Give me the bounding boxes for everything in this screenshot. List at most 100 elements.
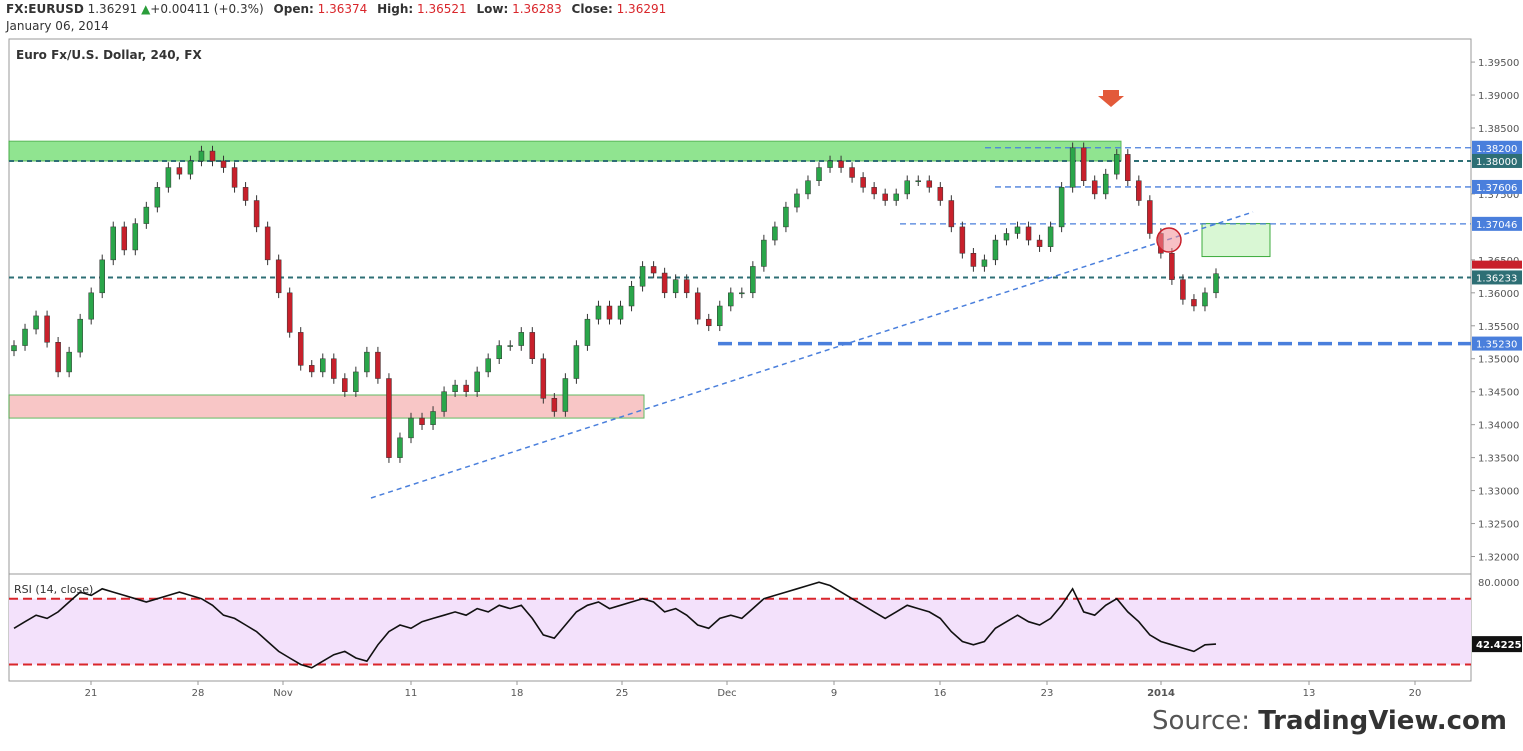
price-level-label: 1.35230 [1476,340,1517,351]
candle-body [231,167,238,188]
candle-body [959,226,966,254]
candle-body [816,167,822,181]
candle-body [606,305,613,320]
down-arrow-icon [1098,90,1124,107]
candle-body [331,358,337,379]
x-tick-label: Nov [273,688,293,699]
trendline [370,211,1254,499]
source-brand[interactable]: TradingView.com [1258,706,1507,736]
candle-body [496,345,502,359]
candle-body [717,305,723,327]
y-tick-label: 1.35500 [1478,322,1519,333]
candle-body [1202,292,1208,307]
candle-body [672,279,679,294]
candle-body [286,292,293,333]
candle-body [44,315,50,343]
candle-body [397,437,403,458]
candle-body [33,315,39,330]
y-tick-label: 1.37500 [1478,190,1519,201]
y-tick-label: 1.39500 [1478,58,1519,69]
candle-body [507,345,513,347]
candle-body [132,223,139,251]
candle-body [617,305,624,320]
low-label: Low: [476,2,509,16]
candle-body [1114,154,1120,175]
x-tick-label: 21 [85,688,98,699]
symbol-header: FX:EURUSD 1.36291 ▲+0.00411 (+0.3%) Open… [6,2,666,16]
chart-title: Euro Fx/U.S. Dollar, 240, FX [16,48,202,62]
candle-body [772,226,778,241]
price-change: +0.00411 (+0.3%) [150,2,264,16]
candle-body [992,239,999,261]
candle-body [893,193,899,201]
candle-body [540,358,547,399]
candle-body [1213,273,1219,294]
candle-body [584,318,591,346]
candle-body [408,417,414,439]
candle-body [529,332,536,359]
candle-body [1014,226,1021,234]
candle-body [761,239,767,267]
candle-body [66,351,72,373]
x-tick-label: 16 [934,688,947,699]
candle-body [937,187,944,201]
candle-body [452,384,458,392]
y-tick-label: 1.38500 [1478,124,1519,135]
candle-body [728,292,734,307]
candle-body [871,187,877,195]
x-tick-label: Dec [717,688,736,699]
candle-body [220,160,227,168]
rsi-band [9,598,1471,665]
candle-body [275,259,282,294]
price-level-tag [1472,140,1522,155]
x-tick-label: 2014 [1147,688,1175,699]
price-level-label: 1.38200 [1476,144,1517,155]
high-value: 1.36521 [417,2,467,16]
chart-frame [8,38,1472,682]
candle-body [794,193,800,208]
price-level-tag [1472,216,1522,231]
candle-body [1025,226,1032,241]
x-tick-label: 11 [405,688,418,699]
current-price-marker [1472,260,1522,269]
price-level-label: 1.36233 [1476,273,1517,284]
target-zone [1201,223,1271,258]
header-date: January 06, 2014 [6,19,109,33]
candle-body [209,150,216,162]
x-tick-label: 9 [831,688,837,699]
candle-body [739,292,745,295]
candle-body [187,160,194,175]
candle-body [1180,279,1186,300]
candle-body [661,272,668,294]
candle-body [694,292,701,320]
symbol-name: FX:EURUSD [6,2,84,16]
x-tick-label: 20 [1409,688,1422,699]
x-tick-label: 25 [616,688,629,699]
low-value: 1.36283 [512,2,562,16]
candle-body [198,150,205,162]
candle-body [904,180,910,195]
source-prefix: Source: [1151,706,1259,736]
price-level-label: 1.38000 [1476,157,1517,168]
candle-body [827,160,833,168]
last-price: 1.36291 [87,2,138,16]
candle-body [1102,173,1109,195]
candle-body [1191,299,1197,307]
candle-body [750,266,756,294]
candle-body [99,259,105,294]
candle-body [77,318,83,353]
candle-body [430,411,436,425]
candle-body [1147,200,1153,234]
price-level-tag [1472,179,1522,194]
price-level-tag [1472,336,1522,351]
candle-body [650,266,657,274]
price-level-tag [1472,153,1522,168]
resistance-zone [8,140,1122,162]
candle-body [308,365,315,373]
candle-body [1080,147,1087,181]
candle-body [639,266,646,287]
y-tick-label: 1.35000 [1478,355,1519,366]
y-tick-label: 1.34500 [1478,388,1519,399]
candle-body [11,345,17,352]
